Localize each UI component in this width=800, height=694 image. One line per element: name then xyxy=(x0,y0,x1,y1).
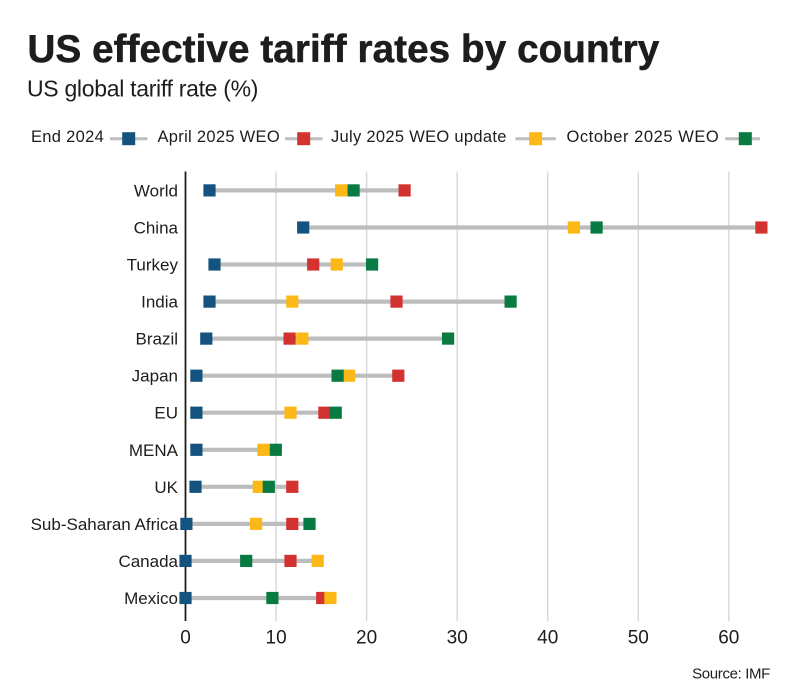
svg-text:10: 10 xyxy=(266,628,287,649)
svg-text:50: 50 xyxy=(628,628,649,649)
svg-text:0: 0 xyxy=(180,628,191,649)
svg-text:EU: EU xyxy=(154,404,178,423)
svg-text:US global tariff rate (%): US global tariff rate (%) xyxy=(27,76,258,102)
svg-text:Mexico: Mexico xyxy=(124,589,178,608)
svg-text:Source: IMF: Source: IMF xyxy=(692,666,770,683)
svg-text:UK: UK xyxy=(154,478,178,497)
svg-text:World: World xyxy=(134,181,178,200)
svg-text:April 2025 WEO: April 2025 WEO xyxy=(158,128,281,146)
svg-text:Sub-Saharan Africa: Sub-Saharan Africa xyxy=(31,515,179,534)
svg-text:20: 20 xyxy=(356,628,377,649)
svg-text:October 2025 WEO: October 2025 WEO xyxy=(567,128,720,146)
svg-text:30: 30 xyxy=(447,628,468,649)
svg-text:60: 60 xyxy=(718,628,739,649)
svg-text:India: India xyxy=(141,293,178,312)
svg-text:End 2024: End 2024 xyxy=(31,128,104,146)
svg-text:Brazil: Brazil xyxy=(135,330,178,349)
svg-text:Japan: Japan xyxy=(132,367,178,386)
svg-text:Turkey: Turkey xyxy=(127,256,179,275)
svg-text:Canada: Canada xyxy=(118,552,178,571)
svg-text:40: 40 xyxy=(537,628,558,649)
svg-text:MENA: MENA xyxy=(129,441,179,460)
svg-text:China: China xyxy=(134,219,179,238)
svg-text:US effective tariff rates by c: US effective tariff rates by country xyxy=(28,28,660,71)
svg-text:July 2025 WEO update: July 2025 WEO update xyxy=(331,128,507,146)
